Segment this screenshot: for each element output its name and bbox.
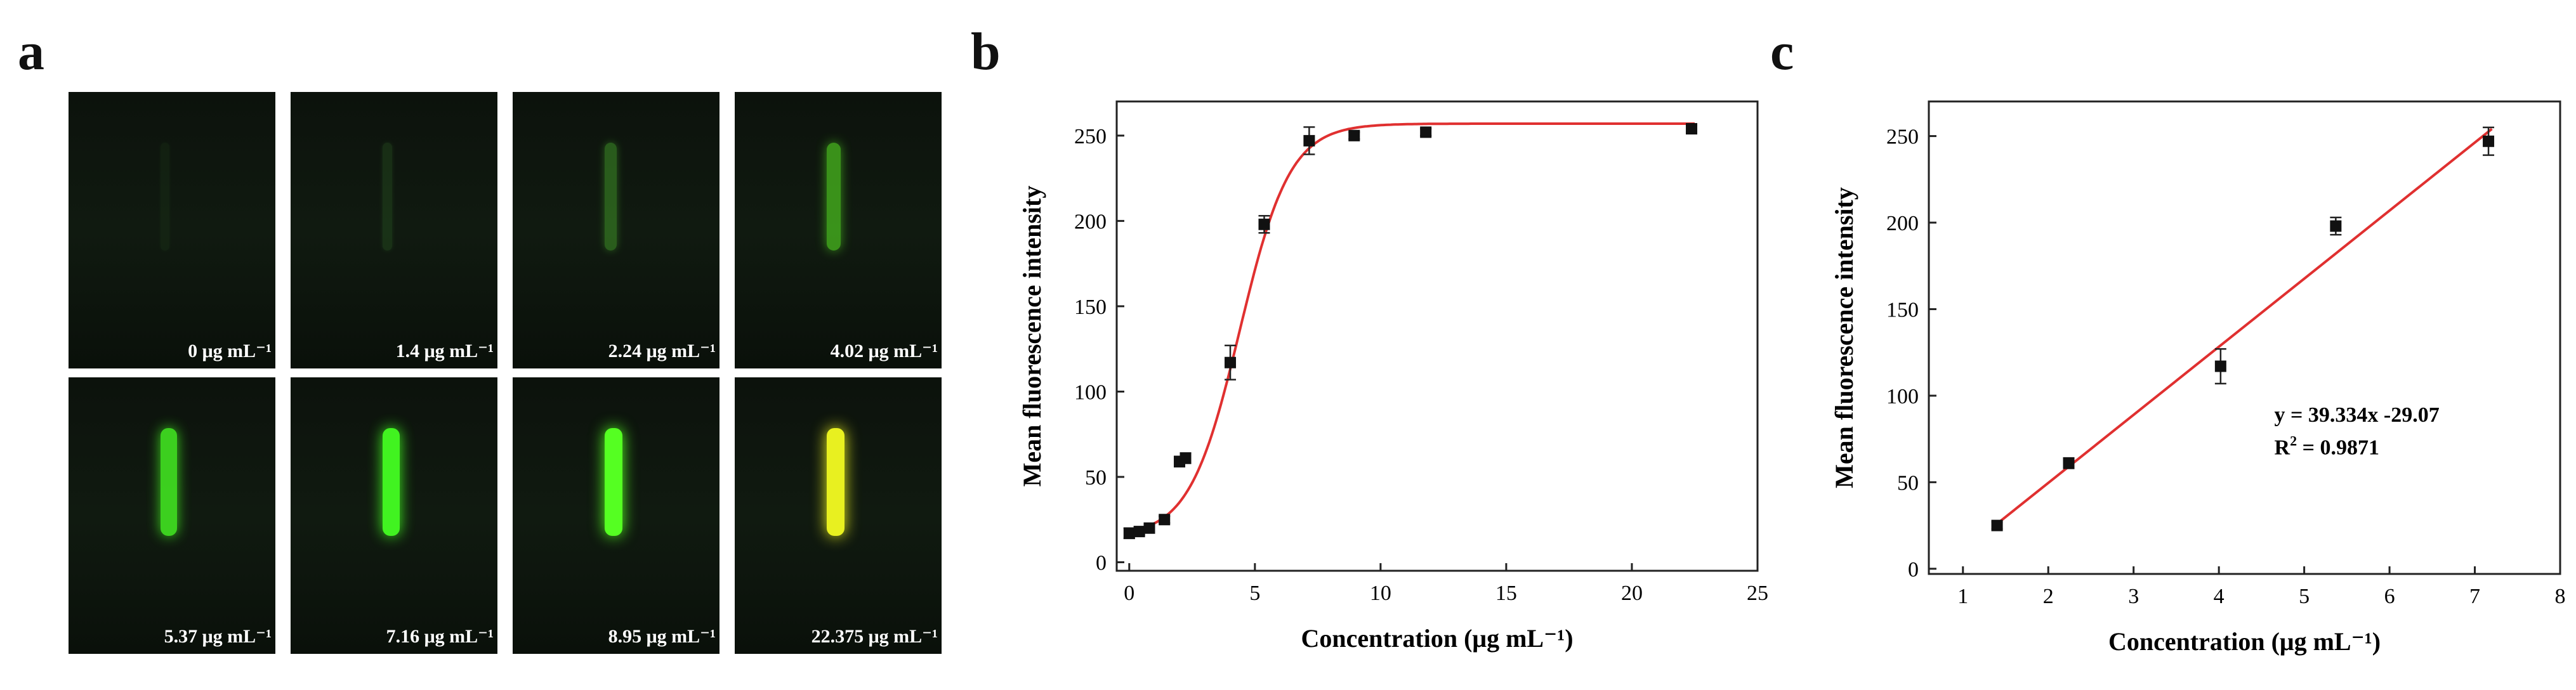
x-tick-label: 20 — [1621, 582, 1643, 605]
fluorescence-band — [827, 428, 844, 536]
x-tick-label: 2 — [2043, 585, 2054, 608]
data-point — [1133, 526, 1145, 538]
data-point — [1348, 129, 1360, 141]
y-tick-label: 50 — [1085, 466, 1107, 490]
y-tick-label: 250 — [1886, 126, 1919, 149]
fluorescence-band — [383, 428, 400, 536]
y-tick-label: 100 — [1074, 381, 1107, 404]
y-tick-label: 250 — [1074, 125, 1107, 148]
data-point — [2483, 135, 2495, 147]
concentration-label: 8.95 μg mL⁻¹ — [608, 626, 716, 647]
y-tick-label: 0 — [1096, 552, 1107, 575]
concentration-label: 4.02 μg mL⁻¹ — [830, 341, 938, 361]
y-tick-label: 200 — [1074, 210, 1107, 233]
fluorescence-band — [827, 143, 841, 251]
panel-label-a: a — [18, 22, 44, 81]
fluorescence-band — [383, 143, 393, 251]
data-point — [2330, 220, 2342, 232]
fluorescence-band — [605, 428, 622, 536]
x-tick-label: 15 — [1495, 582, 1517, 605]
data-point — [1420, 126, 1432, 138]
x-axis-label: Concentration (μg mL⁻¹) — [2108, 627, 2381, 656]
data-point — [1258, 218, 1270, 230]
x-tick-label: 3 — [2128, 585, 2139, 608]
x-tick-label: 0 — [1124, 582, 1134, 605]
y-tick-label: 50 — [1897, 471, 1919, 495]
x-axis-label: Concentration (μg mL⁻¹) — [1301, 624, 1573, 653]
fluorescence-band — [161, 143, 169, 251]
data-point — [2214, 360, 2226, 372]
x-tick-label: 5 — [2299, 585, 2310, 608]
x-tick-label: 1 — [1957, 585, 1968, 608]
x-tick-label: 5 — [1249, 582, 1260, 605]
dark-background — [291, 92, 497, 368]
concentration-label: 1.4 μg mL⁻¹ — [395, 341, 494, 361]
data-point — [1159, 514, 1171, 526]
data-point — [2063, 457, 2075, 469]
concentration-label: 5.37 μg mL⁻¹ — [164, 626, 272, 647]
fluorescence-image: 4.02 μg mL⁻¹ — [735, 92, 942, 368]
fluorescence-image: 8.95 μg mL⁻¹ — [513, 377, 720, 654]
fluorescence-image: 7.16 μg mL⁻¹ — [291, 377, 497, 654]
data-point — [1180, 452, 1192, 464]
fluorescence-image: 5.37 μg mL⁻¹ — [69, 377, 275, 654]
concentration-label: 2.24 μg mL⁻¹ — [608, 341, 716, 361]
concentration-label: 22.375 μg mL⁻¹ — [811, 626, 938, 647]
concentration-label: 0 μg mL⁻¹ — [188, 341, 272, 361]
dark-background — [69, 92, 275, 368]
fluorescence-image: 1.4 μg mL⁻¹ — [291, 92, 497, 368]
fluorescence-band — [605, 143, 617, 251]
data-point — [1991, 519, 2003, 531]
plot-frame — [1928, 100, 2561, 575]
linear-fit-chart: 1 2 3 4 5 6 7 8 0 50 100 150 200 250 Concentration (μg… — [1830, 100, 2566, 656]
y-tick-label: 150 — [1886, 298, 1919, 322]
fit-equation: y = 39.334x -29.07 — [2275, 403, 2440, 427]
y-tick-label: 100 — [1886, 385, 1919, 408]
y-axis-label: Mean fluorescence intensity — [1018, 186, 1046, 487]
data-point — [1143, 522, 1155, 534]
data-point — [1225, 356, 1237, 368]
x-tick-label: 6 — [2384, 585, 2395, 608]
y-tick-label: 150 — [1074, 296, 1107, 319]
fluorescence-image: 2.24 μg mL⁻¹ — [513, 92, 720, 368]
data-point — [1123, 527, 1135, 539]
fluorescence-image: 22.375 μg mL⁻¹ — [735, 377, 942, 654]
fit-line — [1992, 127, 2493, 528]
x-tick-label: 8 — [2555, 585, 2566, 608]
dark-background — [513, 92, 720, 368]
plot-frame — [1115, 100, 1759, 572]
y-tick-label: 0 — [1908, 558, 1919, 582]
data-point — [1686, 123, 1698, 135]
data-point — [1303, 134, 1315, 146]
r-squared: R2 = 0.9871 — [2275, 433, 2379, 460]
x-tick-label: 4 — [2214, 585, 2224, 608]
fluorescence-image: 0 μg mL⁻¹ — [69, 92, 275, 368]
x-tick-label: 7 — [2469, 585, 2480, 608]
panel-label-c: c — [1770, 22, 1794, 81]
y-axis-label: Mean fluorescence intensity — [1830, 187, 1858, 488]
concentration-label: 7.16 μg mL⁻¹ — [386, 626, 494, 647]
panel-label-b: b — [971, 22, 1001, 81]
x-tick-label: 10 — [1370, 582, 1391, 605]
x-tick-label: 25 — [1747, 582, 1768, 605]
fit-line — [1129, 122, 1695, 533]
y-tick-label: 200 — [1886, 212, 1919, 235]
fluorescence-band — [161, 428, 177, 536]
